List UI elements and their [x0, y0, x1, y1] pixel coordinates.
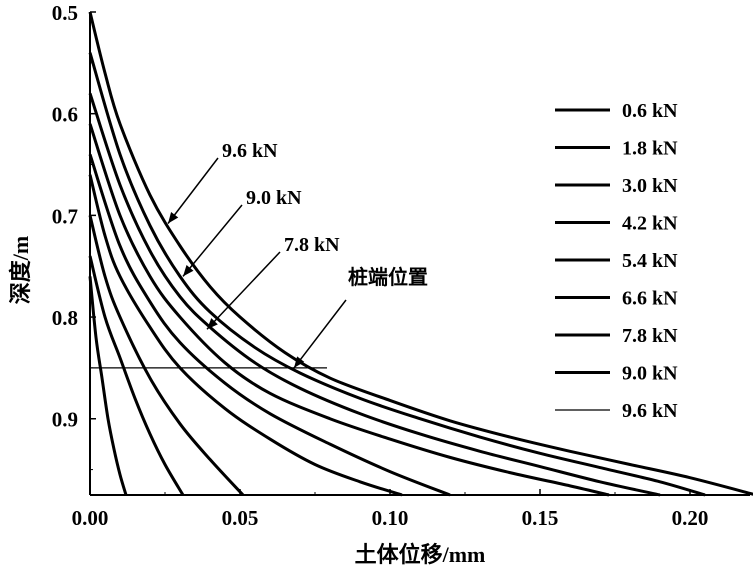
series-line-3_0-kn [88, 215, 245, 497]
series-line-1_8-kn [88, 255, 185, 496]
series-line-9_0-kn [88, 52, 706, 497]
annotation-arrowhead [183, 265, 194, 277]
legend: 0.6 kN 1.8 kN 3.0 kN 4.2 kN 5.4 kN 6.6 kN 7.8 … [555, 100, 678, 422]
annotation-label: 7.8 kN [284, 234, 340, 256]
annotations: 9.6 kN 9.0 kN 7.8 kN 桩端位置 [167, 140, 428, 369]
series-line-6_6-kn [88, 123, 610, 497]
annotation-arrow [293, 299, 347, 369]
series-line-5_4-kn [88, 153, 451, 497]
y-tick-label: 0.9 [52, 408, 78, 432]
x-tick-label: 0.05 [222, 506, 259, 530]
annotation-label: 9.0 kN [246, 187, 302, 209]
legend-label: 3.0 kN [622, 175, 678, 197]
y-axis-title: 深度/m [8, 236, 33, 304]
annotation-arrowhead [168, 212, 179, 224]
y-tick-label: 0.7 [52, 204, 78, 228]
series-line-7_8-kn [88, 92, 661, 497]
x-tick-label: 0.10 [372, 506, 409, 530]
legend-label: 7.8 kN [622, 325, 678, 347]
annotation-arrowhead [207, 318, 218, 330]
series-line-0_6-kn [88, 276, 128, 496]
series-line-4_2-kn [88, 174, 403, 497]
annotation-arrow [206, 251, 281, 330]
annotation-arrowhead [294, 356, 305, 368]
annotation-label: 桩端位置 [348, 265, 428, 289]
annotation-label: 9.6 kN [222, 140, 278, 162]
legend-label: 5.4 kN [622, 250, 678, 272]
x-tick-label: 0.20 [672, 506, 709, 530]
legend-label: 9.0 kN [622, 363, 678, 385]
legend-label: 9.6 kN [622, 400, 678, 422]
axes: 0.00 0.05 0.10 0.15 0.20 0.5 0.6 0.7 0.8 0.9 [52, 1, 750, 530]
legend-label: 0.6 kN [622, 100, 678, 122]
legend-label: 6.6 kN [622, 288, 678, 310]
y-tick-label: 0.8 [52, 306, 78, 330]
annotation-arrow [182, 204, 243, 277]
x-tick-label: 0.00 [72, 506, 109, 530]
annotation-arrow [167, 157, 219, 224]
plot-area [88, 11, 753, 497]
x-tick-label: 0.15 [522, 506, 559, 530]
x-axis-title: 土体位移/mm [355, 542, 486, 567]
y-tick-label: 0.5 [52, 1, 78, 25]
legend-label: 4.2 kN [622, 213, 678, 235]
legend-label: 1.8 kN [622, 138, 678, 160]
y-tick-label: 0.6 [52, 103, 78, 127]
